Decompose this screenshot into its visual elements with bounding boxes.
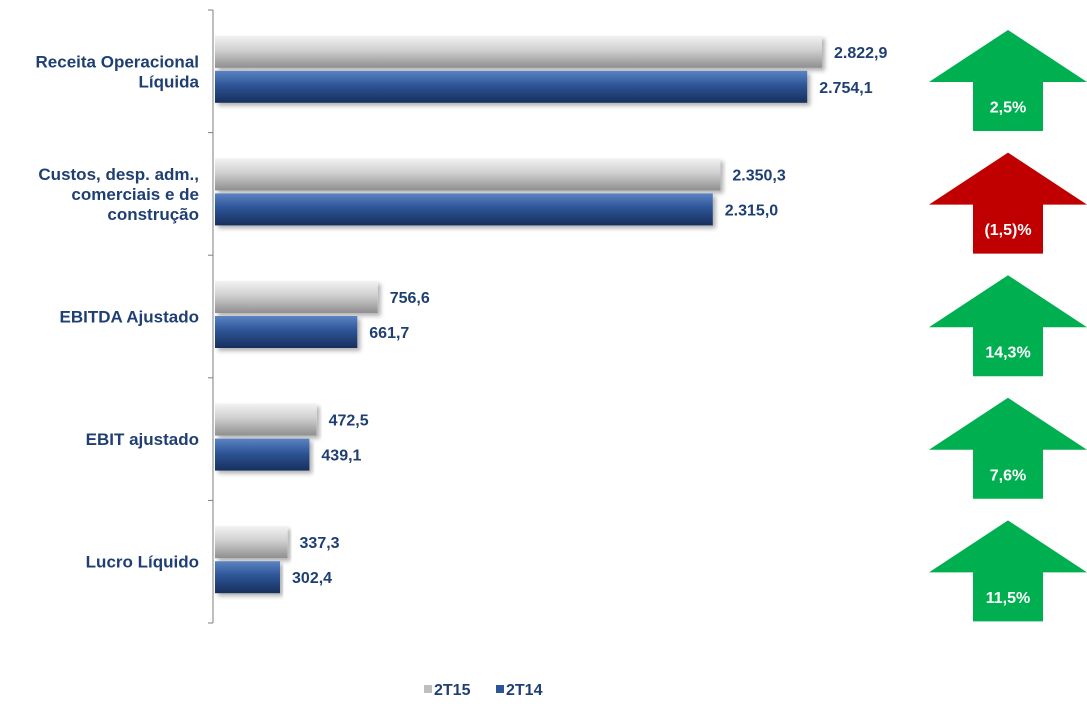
change-arrow-0 [929, 30, 1087, 131]
data-label-2t14-4: 302,4 [292, 570, 332, 587]
legend-swatch-2t15 [424, 685, 432, 693]
bar-2t15-3 [215, 403, 317, 436]
data-label-2t15-1: 2.350,3 [732, 167, 785, 184]
data-label-2t15-4: 337,3 [300, 535, 340, 552]
labels-layer: 2.822,9 2.754,1 Receita Operacional Líquida… [36, 45, 888, 587]
change-arrow-1 [929, 152, 1087, 254]
bar-2t15-0 [215, 35, 822, 68]
data-label-2t15-3: 472,5 [329, 413, 369, 430]
data-label-2t15-0: 2.822,9 [834, 45, 887, 62]
bars-layer [215, 35, 822, 594]
bar-2t14-4 [215, 561, 281, 594]
bar-2t15-4 [215, 526, 288, 559]
data-label-2t15-2: 756,6 [390, 290, 430, 307]
change-label-0: 2,5% [990, 100, 1026, 117]
legend-label-2t15: 2T15 [434, 682, 471, 699]
change-label-1: (1,5)% [984, 222, 1031, 239]
data-label-2t14-2: 661,7 [369, 325, 409, 342]
category-label-3: EBIT ajustado [86, 430, 199, 449]
bar-2t15-1 [215, 158, 721, 191]
change-arrow-2 [929, 275, 1087, 377]
change-arrows: 2,5% (1,5)% 14,3% 7,6% 11,5% [929, 30, 1087, 622]
category-label-1: Custos, desp. adm., comerciais e de constr… [38, 165, 199, 224]
legend-label-2t14: 2T14 [506, 682, 543, 699]
axis-layer [208, 9, 214, 624]
data-label-2t14-1: 2.315,0 [725, 202, 778, 219]
change-label-3: 7,6% [990, 467, 1026, 484]
category-label-0: Receita Operacional Líquida [36, 52, 200, 91]
category-label-2: EBITDA Ajustado [60, 308, 199, 327]
bar-2t14-2 [215, 316, 358, 348]
legend-swatch-2t14 [496, 685, 504, 693]
data-label-2t14-0: 2.754,1 [819, 80, 872, 97]
bar-2t14-0 [215, 70, 808, 103]
bar-2t14-3 [215, 438, 310, 471]
change-arrow-4 [929, 520, 1087, 622]
bar-2t15-2 [215, 281, 378, 313]
data-label-2t14-3: 439,1 [321, 448, 361, 465]
bar-2t14-1 [215, 193, 713, 226]
change-label-4: 11,5% [986, 590, 1030, 607]
legend: 2T15 2T14 [424, 682, 543, 699]
change-arrow-3 [929, 397, 1087, 499]
change-label-2: 14,3% [985, 345, 1030, 362]
category-label-4: Lucro Líquido [86, 553, 199, 572]
